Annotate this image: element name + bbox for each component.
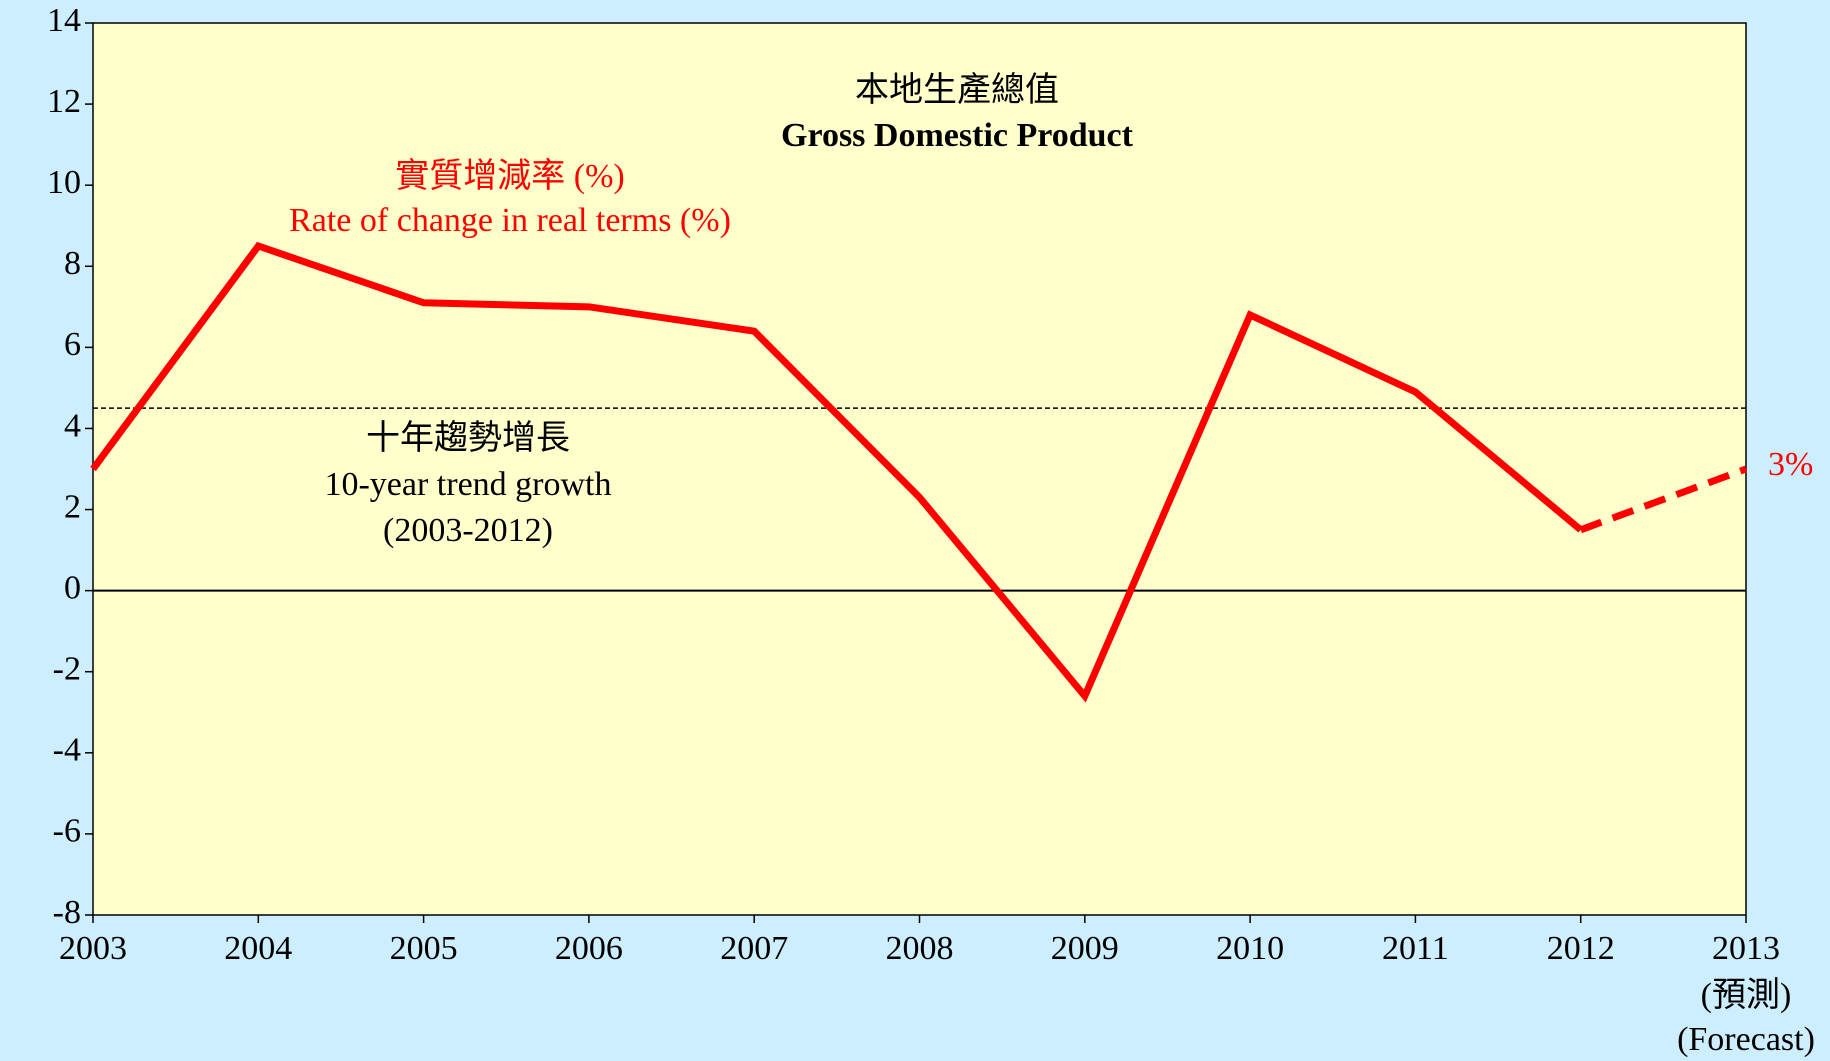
y-tick-label: 10 bbox=[47, 164, 81, 201]
y-tick-label: 14 bbox=[47, 2, 81, 39]
x-tick-label: 2010 bbox=[1216, 930, 1284, 967]
series-label: 實質增減率 (%) bbox=[395, 157, 624, 195]
chart-title: 本地生產總值 bbox=[855, 71, 1059, 109]
value-label: 3% bbox=[1768, 446, 1813, 483]
trend-label: 10-year trend growth bbox=[324, 466, 611, 503]
x-tick-label: 2011 bbox=[1382, 930, 1449, 967]
series-label: Rate of change in real terms (%) bbox=[289, 202, 731, 239]
y-tick-label: 6 bbox=[64, 326, 81, 363]
y-tick-label: 12 bbox=[47, 83, 81, 120]
y-tick-label: 8 bbox=[64, 245, 81, 282]
y-tick-label: -8 bbox=[53, 894, 81, 931]
y-tick-label: -2 bbox=[53, 651, 81, 688]
x-tick-label: 2009 bbox=[1051, 930, 1119, 967]
data-line bbox=[90, 241, 1583, 703]
data-line bbox=[1579, 465, 1748, 534]
forecast-label: (預測) bbox=[1701, 977, 1792, 1014]
x-tick-label: 2005 bbox=[390, 930, 458, 967]
y-tick-label: 0 bbox=[64, 569, 81, 606]
x-tick-label: 2003 bbox=[59, 930, 127, 967]
y-tick-label: 2 bbox=[64, 488, 81, 525]
forecast-label: (Forecast) bbox=[1677, 1021, 1815, 1058]
chart-title: Gross Domestic Product bbox=[781, 117, 1134, 154]
y-tick-label: 4 bbox=[64, 407, 81, 444]
x-tick-label: 2008 bbox=[886, 930, 954, 967]
y-tick-label: -6 bbox=[53, 813, 81, 850]
x-tick-label: 2006 bbox=[555, 930, 623, 967]
plot-area bbox=[92, 22, 1747, 916]
trend-label: 十年趨勢增長 bbox=[366, 419, 570, 457]
x-tick-label: 2004 bbox=[224, 930, 292, 967]
x-tick-label: 2013 bbox=[1712, 930, 1780, 967]
x-tick-label: 2007 bbox=[720, 930, 788, 967]
y-tick-label: -4 bbox=[53, 732, 81, 769]
x-tick-label: 2012 bbox=[1547, 930, 1615, 967]
trend-label: (2003-2012) bbox=[383, 512, 553, 549]
